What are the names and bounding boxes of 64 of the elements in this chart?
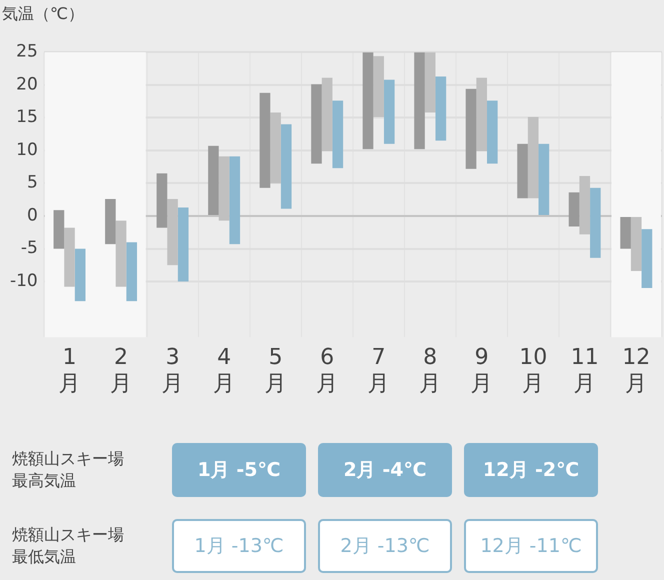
x-tick-label: 6月 — [316, 345, 338, 397]
x-tick-label: 2月 — [110, 345, 132, 397]
bar — [74, 248, 86, 302]
bar — [476, 78, 488, 152]
bar — [642, 229, 652, 288]
bar — [538, 144, 550, 215]
y-axis-title: 気温（℃） — [2, 4, 84, 25]
bar — [156, 173, 168, 228]
bar — [590, 188, 601, 258]
text: 2月 -4℃ — [318, 443, 452, 497]
x-tick-label: 7月 — [368, 345, 390, 397]
x-tick-label: 11月 — [570, 345, 599, 397]
bar — [311, 84, 322, 164]
bar — [528, 117, 539, 198]
bar — [435, 76, 446, 141]
bar — [280, 124, 292, 209]
bar — [487, 100, 498, 164]
bar — [384, 80, 395, 144]
y-tick-label: -10 — [10, 270, 38, 291]
text: 1月 -5℃ — [172, 443, 306, 497]
bar — [466, 88, 476, 169]
x-tick-label: 3月 — [162, 345, 184, 397]
bar — [630, 216, 642, 272]
bar — [208, 146, 219, 215]
bar — [105, 198, 116, 244]
bar — [322, 78, 332, 152]
text: 12月 -2℃ — [464, 443, 598, 497]
y-tick-label: 5 — [26, 172, 38, 193]
y-tick-label: -5 — [20, 238, 38, 258]
text: 焼額山スキー場最低気温 — [11, 524, 125, 568]
text: 1月 -13℃ — [172, 519, 306, 573]
bar — [373, 56, 384, 118]
text: 12月 -11℃ — [464, 519, 598, 573]
x-tick-label: 9月 — [470, 345, 493, 397]
bar — [620, 216, 631, 249]
y-tick-label: 10 — [16, 140, 38, 160]
x-tick-label: 5月 — [264, 345, 287, 397]
y-tick-label: 20 — [16, 74, 38, 94]
bar — [116, 220, 126, 287]
bar — [178, 207, 189, 282]
text: 焼額山スキー場最高気温 — [11, 448, 125, 492]
x-tick-label: 10月 — [519, 345, 548, 397]
bar — [270, 112, 281, 184]
bar — [229, 156, 240, 244]
x-tick-label: 12月 — [622, 345, 650, 397]
x-tick-label: 1月 — [58, 345, 81, 397]
bar — [579, 176, 590, 234]
bar — [424, 52, 436, 112]
text: 2月 -13℃ — [318, 519, 452, 573]
bar — [568, 192, 580, 226]
bar — [260, 92, 270, 188]
y-tick-label: 25 — [16, 42, 38, 62]
bar — [517, 144, 528, 198]
bar — [414, 52, 425, 150]
bar — [54, 210, 64, 249]
bar — [362, 52, 374, 150]
bar — [167, 198, 178, 266]
y-tick-label: 0 — [26, 205, 38, 226]
x-tick-label: 4月 — [213, 345, 236, 397]
bar — [64, 228, 75, 287]
y-tick-label: 15 — [16, 107, 38, 128]
bar — [332, 100, 344, 168]
x-tick-label: 8月 — [419, 345, 442, 397]
bar — [126, 242, 138, 302]
